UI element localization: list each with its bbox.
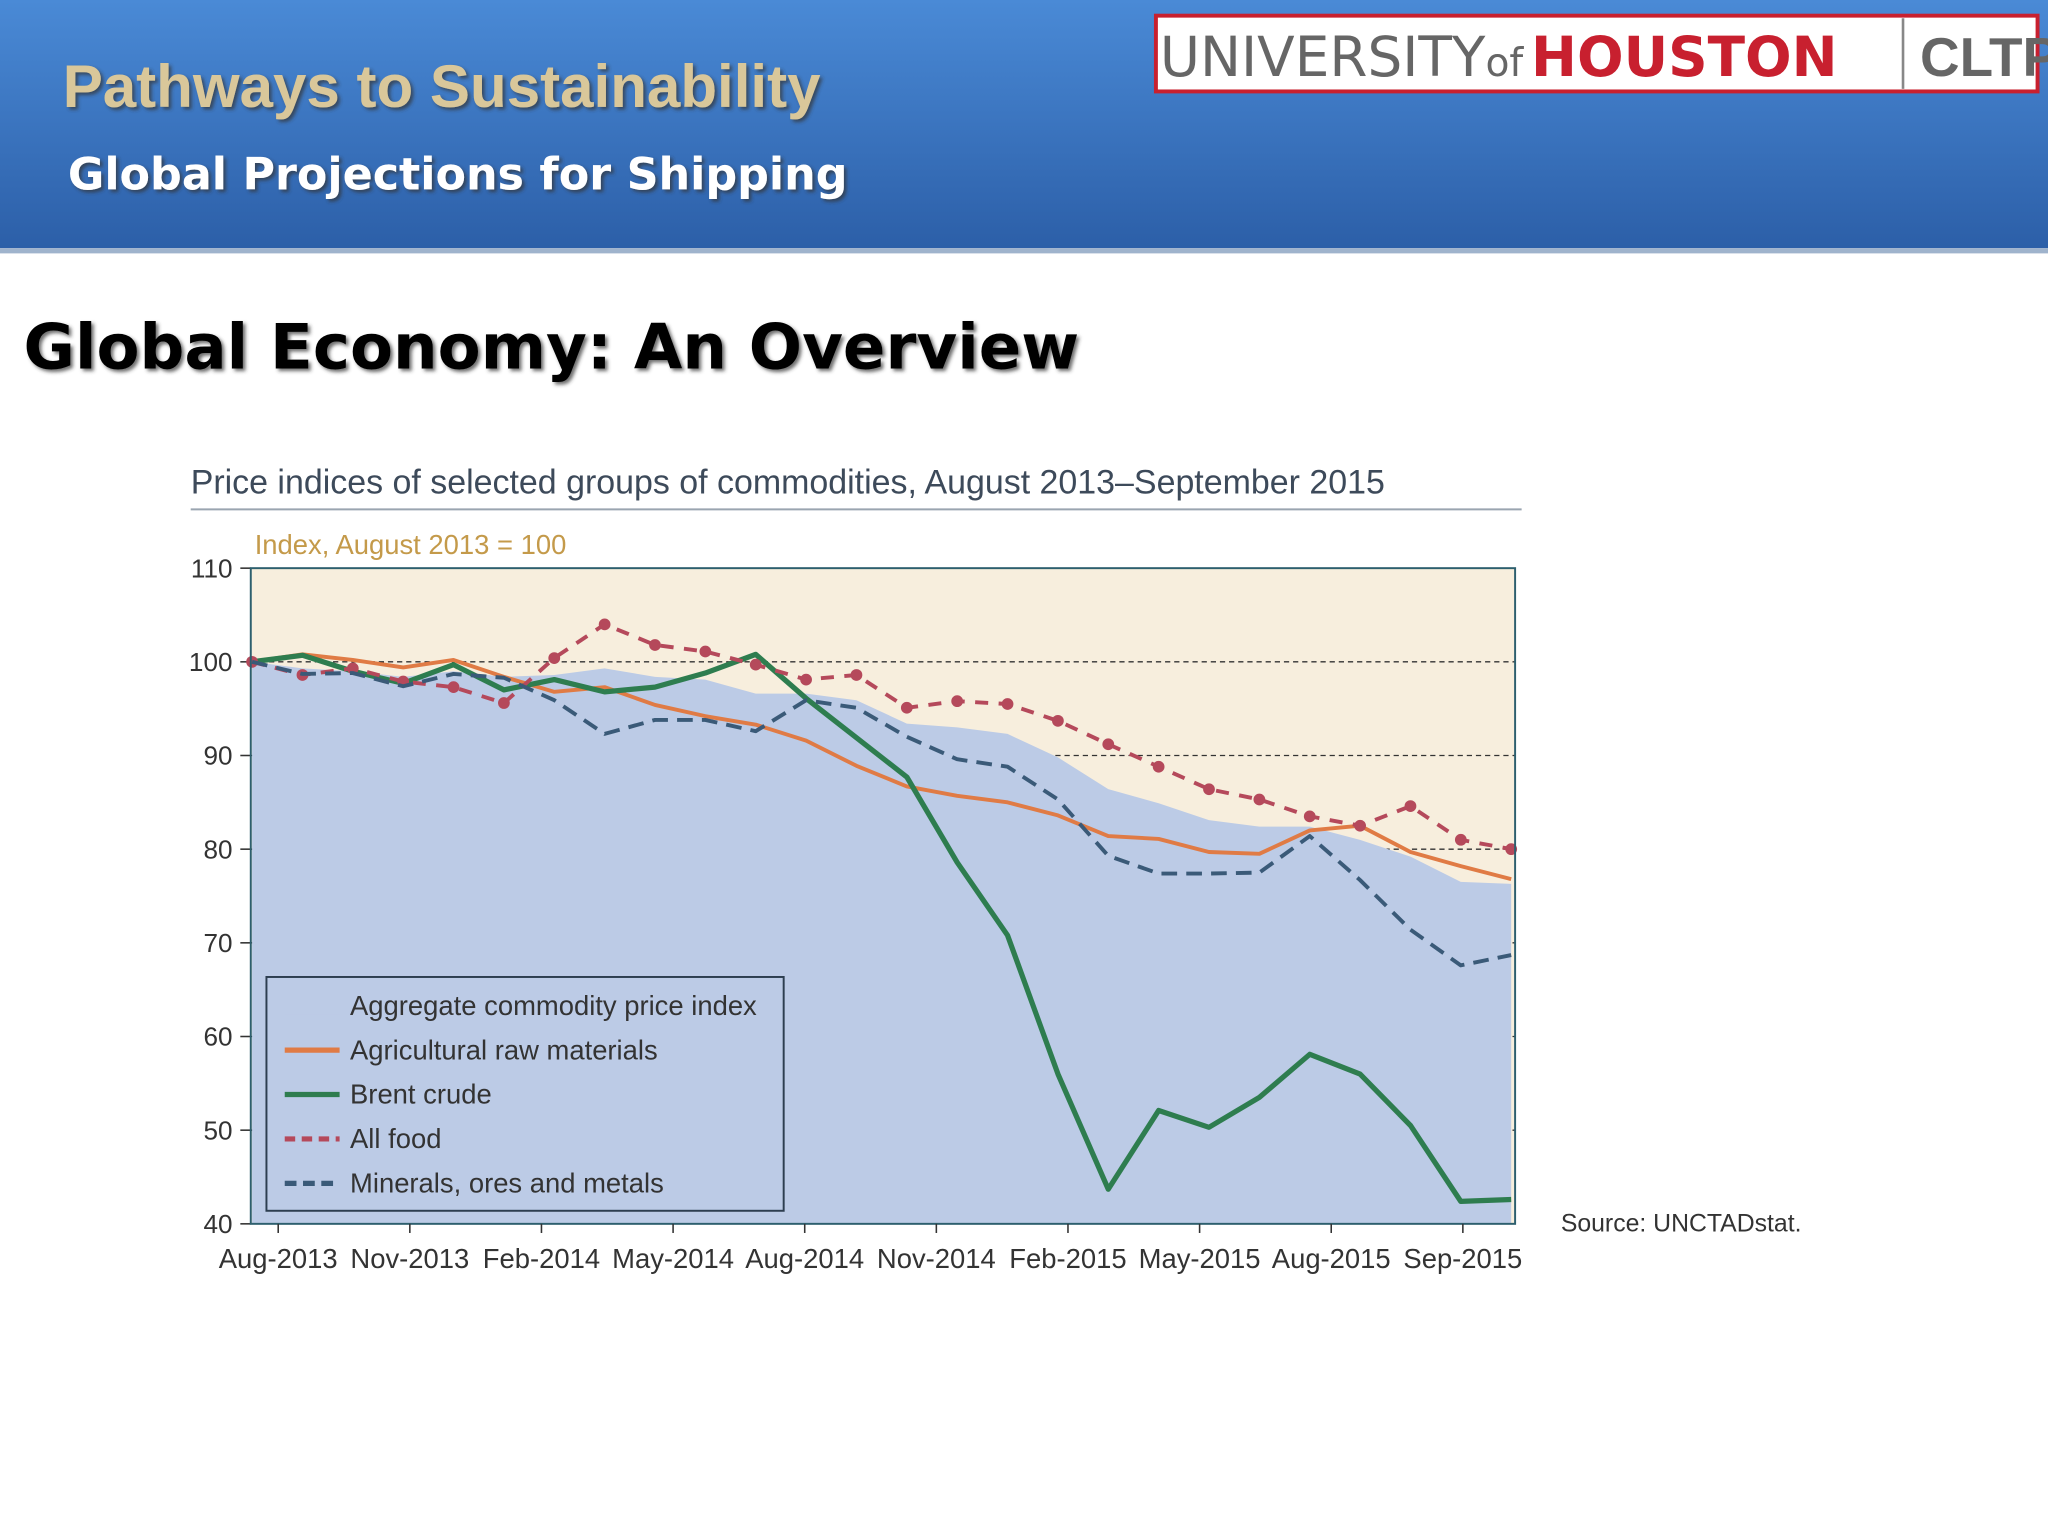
point — [598, 618, 611, 631]
header-edge — [0, 248, 2048, 254]
point — [498, 697, 510, 709]
legend-label: Agricultural raw materials — [350, 1034, 658, 1065]
y-tick-label: 40 — [203, 1209, 232, 1239]
point — [1354, 819, 1366, 832]
plot-border — [249, 567, 1517, 1225]
point — [850, 669, 863, 681]
x-tick-label: Aug-2015 — [1272, 1243, 1391, 1274]
x-tick-label: Aug-2014 — [745, 1243, 864, 1274]
point — [649, 639, 661, 651]
legend-label: Brent crude — [350, 1079, 492, 1110]
point — [548, 652, 561, 664]
point — [699, 645, 712, 658]
header-subtitle: Global Projections for Shipping — [68, 149, 848, 200]
point — [1454, 833, 1467, 846]
point — [1253, 793, 1266, 806]
point — [800, 673, 812, 686]
y-tick-label: 80 — [203, 834, 232, 864]
y-axis-label: Index, August 2013 = 100 — [255, 529, 567, 560]
point — [1404, 800, 1417, 812]
legend-label: Aggregate commodity price index — [350, 990, 757, 1021]
point — [1102, 738, 1115, 751]
logo-word: of — [1485, 41, 1524, 86]
line — [251, 652, 1512, 882]
x-tick-label: Nov-2013 — [350, 1243, 469, 1274]
legend-label: All food — [350, 1123, 441, 1154]
source-note: Source: UNCTADstat. — [1561, 1211, 1802, 1238]
area — [252, 661, 1512, 1224]
logo-box — [1153, 13, 2040, 94]
x-tick-label: Feb-2015 — [1009, 1243, 1126, 1274]
x-tick-label: Nov-2014 — [877, 1243, 996, 1274]
line — [251, 622, 1512, 852]
x-tick-label: Feb-2014 — [483, 1243, 600, 1274]
x-tick-label: May-2015 — [1139, 1243, 1261, 1274]
legend-label: Minerals, ores and metals — [350, 1167, 664, 1198]
y-tick-label: 90 — [203, 741, 232, 771]
line — [251, 651, 1512, 1204]
logo-unit: CLTP — [1920, 26, 2048, 88]
y-tick-label: 60 — [203, 1022, 232, 1052]
y-tick-label: 70 — [203, 928, 232, 958]
header-title: Pathways to Sustainability — [63, 53, 821, 120]
x-tick-label: May-2014 — [612, 1243, 734, 1274]
point — [900, 701, 913, 714]
point — [1052, 714, 1064, 727]
x-tick-label: Aug-2013 — [219, 1243, 338, 1274]
point — [447, 681, 460, 693]
chart-title: Price indices of selected groups of comm… — [191, 464, 1385, 502]
y-tick-label: 110 — [191, 553, 233, 583]
y-tick-label: 100 — [189, 647, 233, 677]
point — [749, 658, 762, 671]
point — [1203, 783, 1215, 796]
logo-university: UNIVERSITYof HOUSTON — [1160, 25, 1838, 89]
point — [1303, 810, 1316, 823]
point — [951, 695, 964, 708]
plot: 40 50 60 70 80 90 100 110 Aug-2013 Nov-2013 Feb-20… — [189, 553, 1522, 1274]
logo-word: HOUSTON — [1531, 25, 1838, 89]
legend-swatch — [284, 996, 340, 1015]
line — [251, 659, 1512, 968]
x-tick-label: Sep-2015 — [1403, 1243, 1522, 1274]
point — [1001, 698, 1014, 710]
slide-heading: Global Economy: An Overview — [24, 310, 1080, 383]
logo-word: UNIVERSITY — [1160, 25, 1486, 89]
legend-box — [265, 975, 785, 1212]
point — [1152, 760, 1165, 773]
y-tick-label: 50 — [203, 1115, 232, 1145]
